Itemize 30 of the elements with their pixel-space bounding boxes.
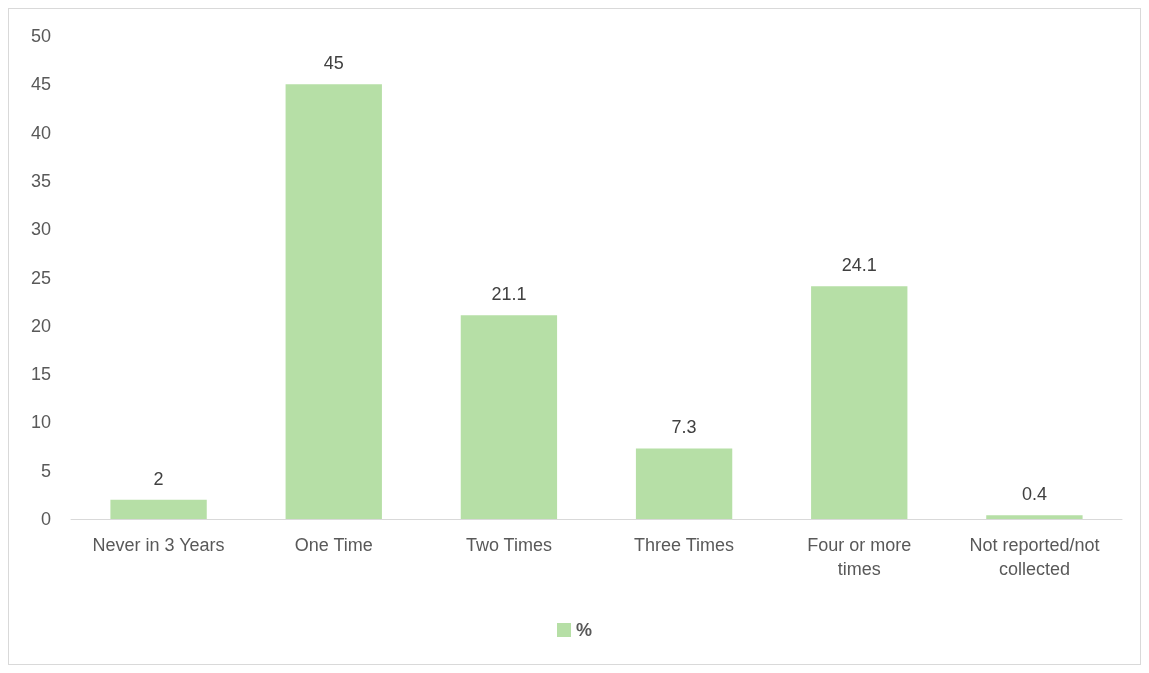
y-tick-label: 20 — [30, 315, 51, 336]
x-tick-label: Two Times — [465, 535, 552, 555]
legend-label: % — [576, 620, 593, 640]
y-tick-label: 5 — [40, 460, 51, 481]
bar — [460, 315, 558, 519]
bar — [110, 499, 207, 519]
y-tick-label: 30 — [30, 219, 51, 240]
y-tick-label: 50 — [30, 26, 51, 46]
x-tick-label: Three Times — [634, 535, 735, 555]
data-label: 2 — [153, 468, 164, 489]
data-label: 7.3 — [671, 417, 697, 438]
bar — [811, 286, 908, 519]
data-label: 0.4 — [1021, 484, 1047, 505]
bar — [635, 448, 733, 519]
y-tick-label: 15 — [30, 364, 51, 385]
x-tick-label: Not reported/not collected — [969, 535, 1100, 579]
bar — [986, 515, 1083, 519]
data-label: 45 — [323, 53, 344, 74]
x-tick-label: Four or more times — [807, 535, 912, 579]
bar — [285, 84, 382, 519]
y-tick-label: 45 — [30, 74, 51, 95]
y-tick-label: 40 — [30, 122, 51, 143]
data-label: 21.1 — [491, 284, 527, 305]
y-tick-label: 10 — [30, 412, 51, 433]
x-tick-label: One Time — [294, 535, 373, 555]
y-tick-label: 25 — [30, 267, 51, 288]
y-tick-label: 35 — [30, 170, 51, 191]
x-tick-label: Never in 3 Years — [92, 535, 225, 555]
data-label: 24.1 — [841, 255, 877, 276]
y-tick-label: 0 — [40, 509, 51, 529]
